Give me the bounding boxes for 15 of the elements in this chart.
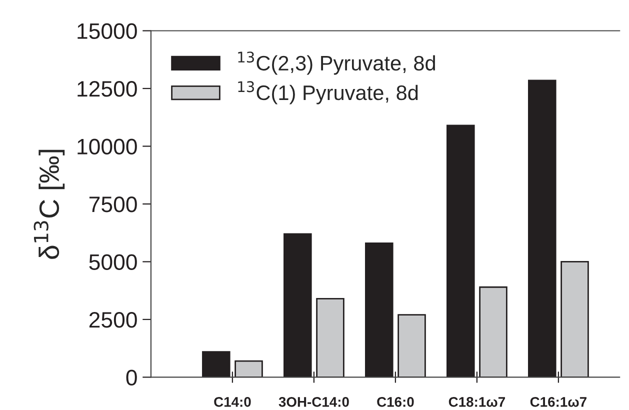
- y-tick-label: 2500: [89, 312, 137, 328]
- y-tick-label: 15000: [78, 23, 137, 40]
- y-tick-label: 7500: [89, 196, 137, 212]
- x-tick-label: 3OH-C14:0: [278, 397, 349, 407]
- x-tick-label: C18:1ω7: [448, 397, 505, 407]
- legend-label: $^{13}$C(1) Pyruvate, 8d: [238, 81, 418, 104]
- x-tick-label: C16:0: [377, 397, 414, 407]
- y-tick-label: 12500: [78, 81, 137, 97]
- x-tick-label: C14:0: [214, 397, 251, 407]
- y-tick-label: 5000: [89, 254, 137, 270]
- y-tick-label: 10000: [78, 138, 137, 155]
- y-axis-title: δ$^{13}$C [‰]: [34, 150, 65, 259]
- x-tick-label: C16:1ω7: [530, 397, 586, 407]
- legend-label: $^{13}$C(2,3) Pyruvate, 8d: [238, 52, 435, 75]
- y-tick-label: 0: [126, 370, 137, 386]
